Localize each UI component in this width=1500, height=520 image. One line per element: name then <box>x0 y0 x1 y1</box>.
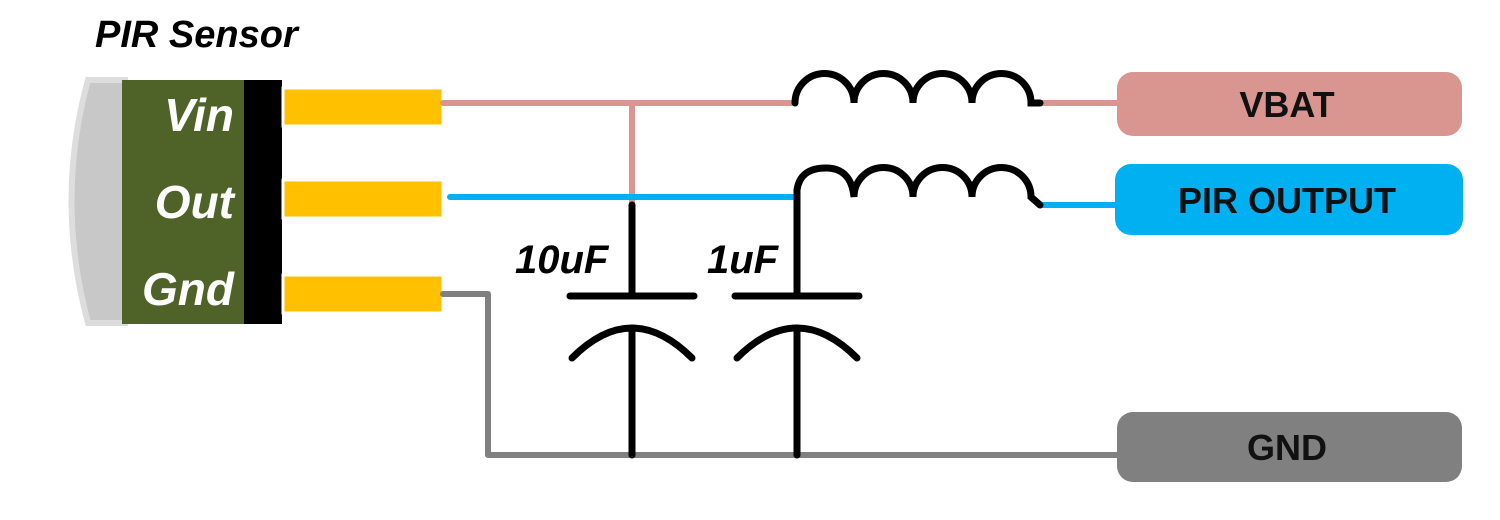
capacitor-label-1uf: 1uF <box>707 238 780 282</box>
terminal-gnd-label: GND <box>1247 427 1327 468</box>
terminal-vbat-label: VBAT <box>1239 84 1334 125</box>
sensor-connector <box>244 80 282 324</box>
terminal-pir-output-label: PIR OUTPUT <box>1178 180 1396 221</box>
pin-label-out: Out <box>155 176 236 228</box>
terminal-gnd <box>1117 412 1462 482</box>
pin-pad-vin <box>281 86 445 128</box>
sensor-dome <box>68 77 128 326</box>
capacitor-10uf <box>566 201 698 459</box>
pir-sensor: Vin Out Gnd <box>68 77 445 326</box>
pin-label-gnd: Gnd <box>142 263 235 315</box>
terminal-vbat <box>1117 72 1462 136</box>
capacitor-1uf <box>731 201 863 459</box>
terminal-pir-output <box>1115 164 1463 235</box>
inductor-vbat <box>791 70 1044 107</box>
sensor-body <box>122 80 246 324</box>
pin-pad-out <box>281 178 445 220</box>
inductor-output <box>793 164 1044 209</box>
pin-pad-gnd <box>281 273 445 315</box>
sensor-title: PIR Sensor <box>95 14 300 56</box>
gnd-wire <box>440 291 1123 458</box>
pin-label-vin: Vin <box>164 89 234 141</box>
capacitor-label-10uf: 10uF <box>515 238 610 282</box>
